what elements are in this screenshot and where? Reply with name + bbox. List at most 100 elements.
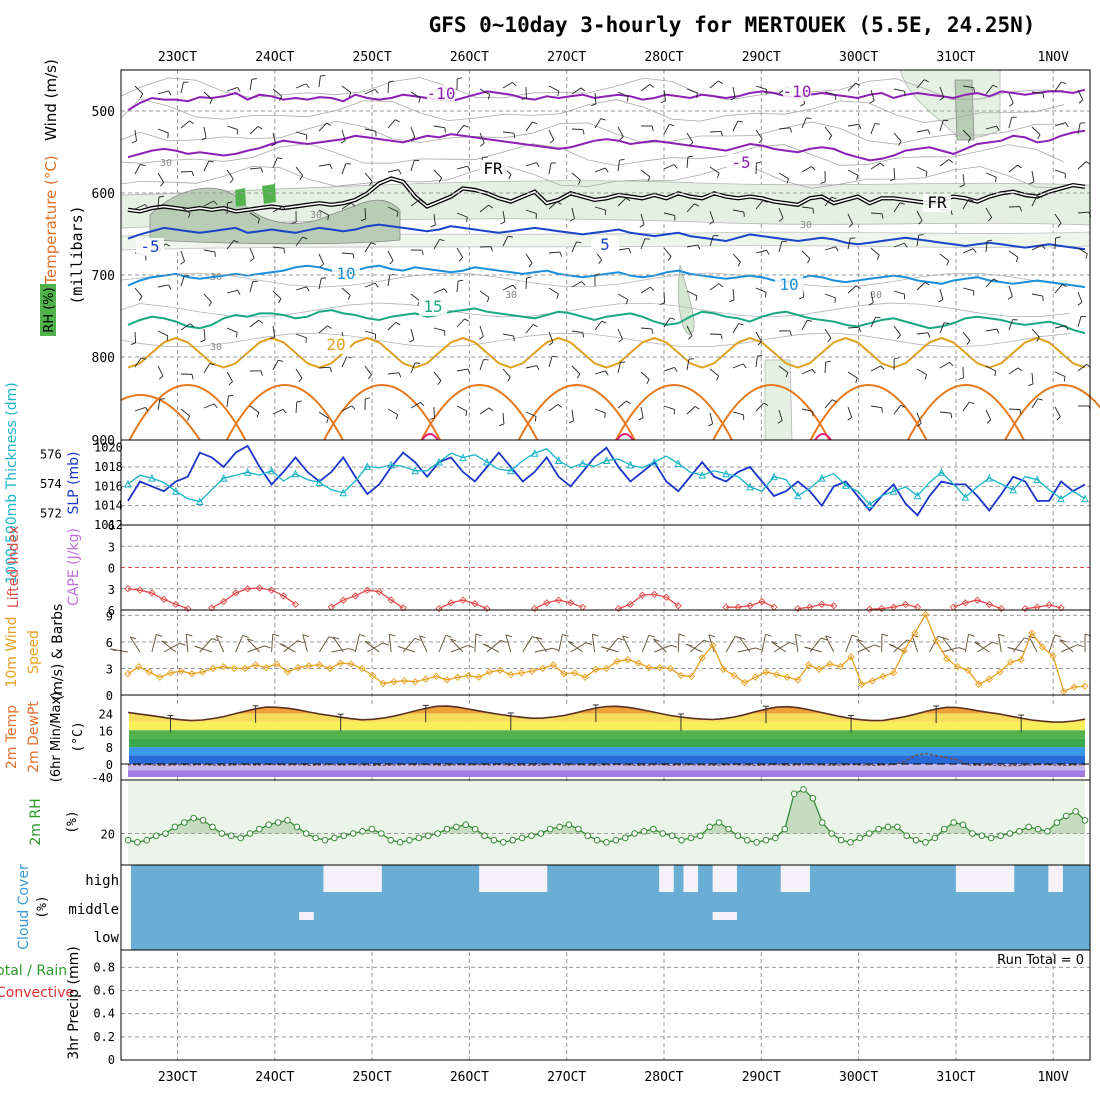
lifted-index-marker bbox=[614, 604, 623, 613]
wind-barb bbox=[709, 368, 719, 377]
wind-barb bbox=[410, 328, 415, 340]
wind-barb bbox=[893, 88, 905, 92]
lifted-index-marker bbox=[961, 599, 970, 607]
li-tick-label: 6 bbox=[108, 604, 115, 618]
wind-barb-flag bbox=[785, 372, 789, 378]
rh-contour bbox=[120, 165, 1065, 189]
rh-2m-marker bbox=[687, 834, 695, 842]
wind-barb-flag bbox=[777, 420, 783, 424]
wind-speed-marker bbox=[241, 664, 249, 673]
wind-barb-10m-flag bbox=[942, 637, 949, 641]
wind-barb-10m-flag bbox=[389, 633, 396, 637]
wind-barb-flag bbox=[200, 339, 206, 343]
ylabel-cloud: Cloud Cover bbox=[16, 864, 32, 950]
wind-barb-10m-flag bbox=[475, 633, 483, 637]
rh-2m-marker bbox=[331, 834, 338, 842]
wind-barb-flag bbox=[944, 322, 950, 324]
wind-barb-flag bbox=[507, 376, 511, 382]
wind-barb-flag bbox=[695, 295, 698, 301]
wind-barb bbox=[180, 275, 185, 287]
wind-barb bbox=[640, 238, 646, 250]
wind-barb-flag bbox=[191, 171, 194, 177]
cloud-clear-mid bbox=[712, 912, 737, 920]
wind-barb-flag bbox=[605, 370, 609, 376]
wind-barb bbox=[985, 278, 994, 288]
wind-barb bbox=[1008, 285, 1013, 297]
lifted-index-marker bbox=[746, 602, 754, 610]
thickness-tick-label: 576 bbox=[40, 448, 62, 462]
wind-barb bbox=[640, 286, 651, 294]
wind-barb bbox=[387, 275, 391, 287]
wind-speed-marker bbox=[921, 610, 930, 619]
wind-barb-flag bbox=[969, 401, 975, 405]
wind-barb-flag bbox=[463, 124, 469, 128]
wind-barb-flag bbox=[296, 400, 302, 403]
wind-barb bbox=[548, 356, 553, 368]
wind-barb-flag bbox=[351, 405, 356, 410]
wind-barb bbox=[364, 282, 376, 288]
wind-barb bbox=[801, 166, 812, 173]
wind-barb bbox=[1054, 169, 1066, 175]
wind-barb bbox=[341, 163, 347, 175]
wind-speed-marker bbox=[602, 664, 611, 673]
wind-barb-flag bbox=[556, 293, 559, 299]
lifted-index-line bbox=[127, 588, 189, 610]
wind-barb bbox=[433, 213, 436, 225]
wind-speed-marker bbox=[889, 669, 898, 677]
wind-barb bbox=[134, 357, 142, 368]
wind-barb-10m bbox=[332, 636, 344, 653]
wind-barb-flag bbox=[347, 295, 351, 300]
wind-barb-10m bbox=[246, 638, 260, 653]
rh-2m-marker bbox=[940, 825, 948, 833]
wind-barb bbox=[272, 325, 276, 337]
wind-barb-10m-flag bbox=[958, 647, 966, 651]
wind-speed-marker bbox=[687, 672, 696, 681]
lifted-index-marker bbox=[985, 600, 993, 608]
wind-barb-flag bbox=[368, 374, 372, 380]
wind-barb-flag bbox=[868, 302, 874, 306]
wind-barb bbox=[295, 166, 304, 176]
wind-barb bbox=[548, 129, 555, 141]
wind-barb-10m-flag bbox=[297, 640, 304, 644]
wind-barb-flag bbox=[881, 213, 884, 219]
wind-barb-flag bbox=[396, 211, 399, 217]
date-label-top: 23OCT bbox=[158, 50, 197, 65]
wind-barb-flag bbox=[365, 397, 371, 400]
thickness-marker bbox=[841, 481, 850, 489]
wind-barb bbox=[180, 82, 184, 94]
wind-barb bbox=[617, 248, 629, 251]
wind-barb-10m bbox=[739, 637, 751, 653]
rh-band-upper bbox=[899, 69, 1001, 138]
wind-barb-flag bbox=[598, 259, 602, 265]
rh-2m-marker bbox=[706, 823, 714, 831]
rh-2m-marker bbox=[743, 836, 751, 844]
wind-barb bbox=[709, 80, 719, 89]
date-label-top: 30OCT bbox=[839, 50, 878, 65]
wind-barb bbox=[387, 372, 399, 375]
temp-tick-label: 0 bbox=[106, 758, 113, 772]
wind-barb-10m bbox=[535, 636, 548, 653]
rh-contour bbox=[120, 302, 1071, 318]
wind-barb-flag bbox=[256, 412, 260, 418]
wind-speed-marker bbox=[1070, 683, 1079, 691]
wind-barb-flag bbox=[209, 363, 215, 366]
rh-2m-marker bbox=[1034, 825, 1042, 833]
thickness-marker bbox=[602, 456, 611, 465]
wind-barb-flag bbox=[996, 328, 1000, 334]
wind-barb bbox=[456, 125, 465, 135]
wind-barb bbox=[893, 167, 896, 180]
ylabel-dewpt2m: 2m DewPt bbox=[26, 701, 42, 773]
ylabel-wind10m: 10m Wind bbox=[4, 616, 20, 687]
wind-barb bbox=[1077, 89, 1084, 101]
wind-barb-flag bbox=[282, 206, 287, 211]
lifted-index-marker bbox=[878, 604, 886, 613]
wind-barb bbox=[640, 84, 651, 92]
wind-barb-flag bbox=[208, 301, 212, 307]
wind-barb bbox=[985, 172, 997, 178]
wind-barb-flag bbox=[1036, 336, 1040, 342]
wind-barb-10m-flag bbox=[622, 635, 629, 639]
wind-barb bbox=[134, 287, 143, 297]
lifted-index-marker bbox=[124, 585, 132, 593]
wind-barb-10m-flag bbox=[795, 633, 802, 637]
wind-barb bbox=[755, 129, 763, 140]
